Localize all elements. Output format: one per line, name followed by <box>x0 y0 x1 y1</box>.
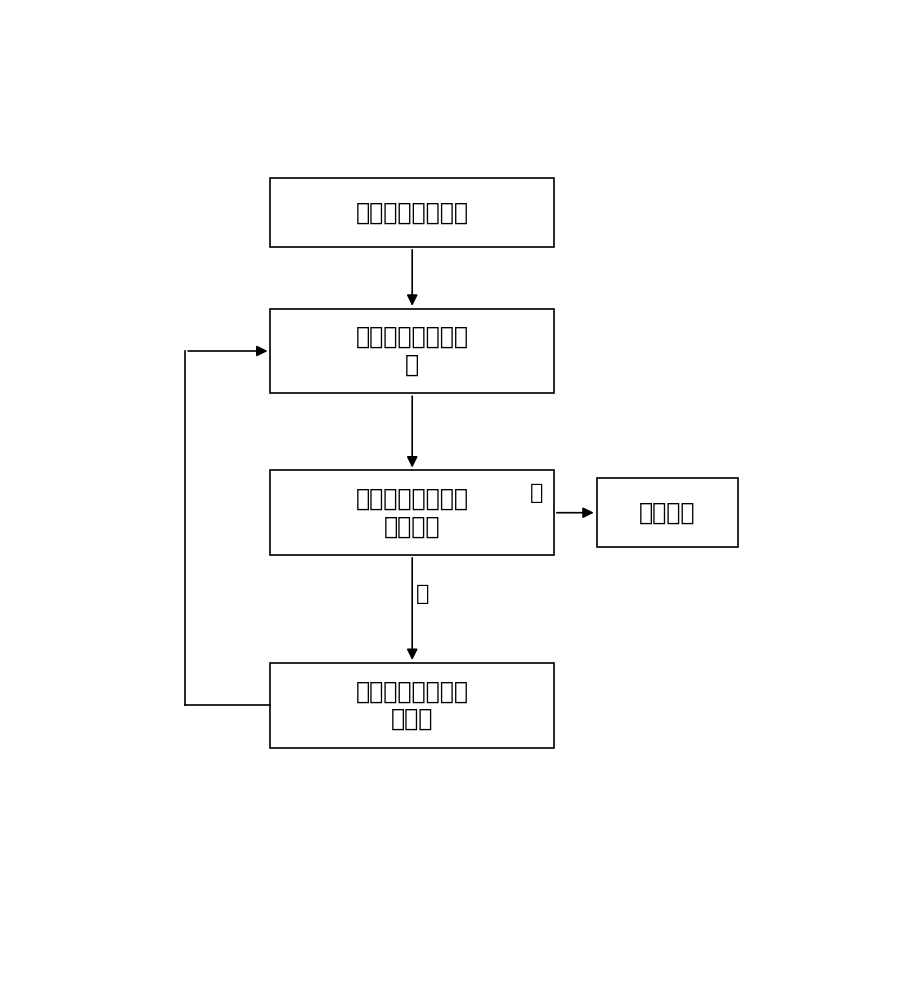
Text: 初始的时钟校正值: 初始的时钟校正值 <box>356 200 468 224</box>
Text: 否: 否 <box>416 584 429 604</box>
Text: 测试输出时钟的偏
差: 测试输出时钟的偏 差 <box>356 325 468 377</box>
Bar <box>271 178 554 247</box>
Text: 校正结束: 校正结束 <box>640 501 695 525</box>
Bar <box>271 470 554 555</box>
Bar <box>271 309 554 393</box>
Text: 判断是否是最小的
时钟偏差: 判断是否是最小的 时钟偏差 <box>356 487 468 539</box>
Text: 是: 是 <box>530 483 543 503</box>
Bar <box>597 478 738 547</box>
Text: 根据时钟偏差修改
校正值: 根据时钟偏差修改 校正值 <box>356 679 468 731</box>
Bar <box>271 663 554 748</box>
